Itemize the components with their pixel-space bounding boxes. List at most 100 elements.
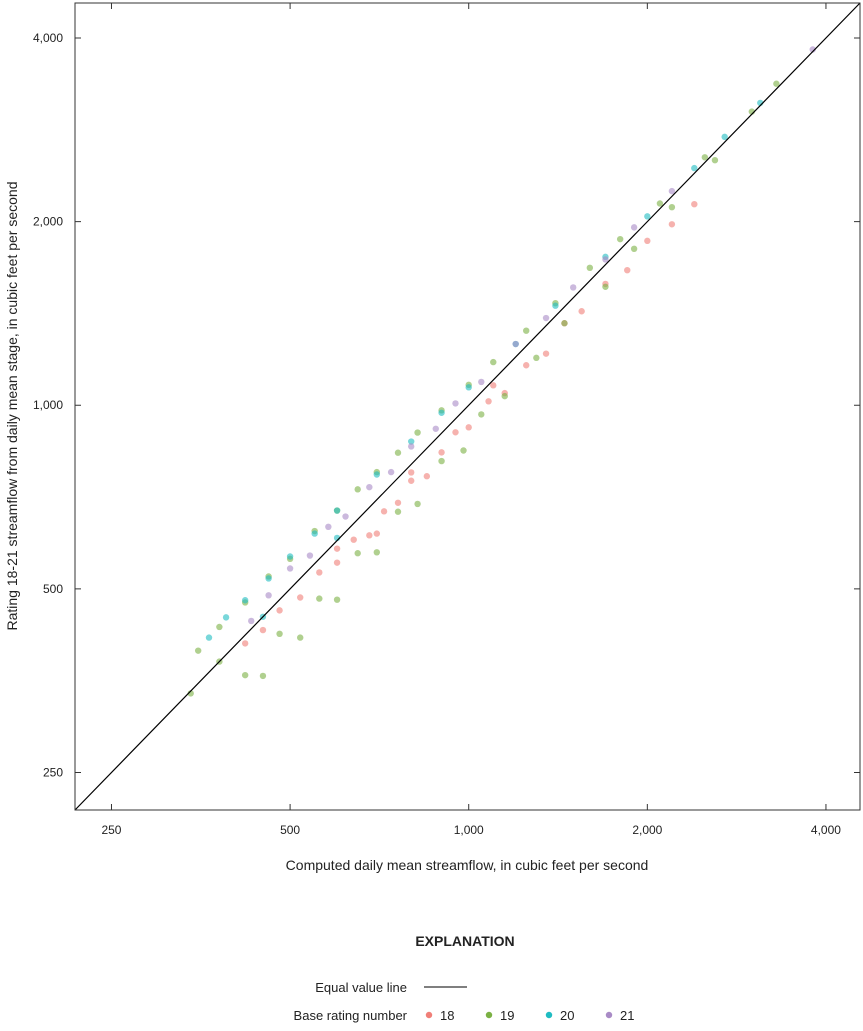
data-point [602, 283, 609, 290]
legend-label: 21 [620, 1008, 634, 1023]
y-tick-label: 2,000 [33, 215, 63, 229]
data-point [414, 429, 421, 436]
data-point [333, 559, 341, 566]
data-point [460, 447, 467, 454]
data-point [644, 237, 651, 245]
data-point [259, 626, 267, 634]
data-point [452, 400, 459, 407]
data-point [452, 429, 459, 436]
data-point [259, 672, 267, 680]
data-point [241, 640, 249, 647]
series-19 [187, 80, 780, 697]
data-point [350, 536, 357, 543]
legend-label: 19 [500, 1008, 514, 1023]
data-point [570, 284, 577, 291]
data-point [194, 647, 202, 654]
data-point [668, 221, 676, 228]
legend-item-20: 20 [545, 1008, 574, 1023]
data-point [366, 483, 373, 491]
x-tick-label: 2,000 [632, 823, 662, 837]
data-point [286, 565, 294, 572]
data-points [187, 46, 816, 697]
data-point [373, 471, 381, 478]
data-point [366, 532, 373, 539]
data-point [241, 597, 249, 604]
data-point [523, 362, 530, 369]
data-point [501, 392, 508, 400]
data-point [325, 523, 332, 531]
legend-label: 18 [440, 1008, 454, 1023]
data-point [354, 486, 361, 493]
data-point [216, 623, 223, 631]
data-point [438, 449, 445, 456]
x-tick-label: 1,000 [454, 823, 484, 837]
legend-marker [425, 1011, 433, 1019]
data-point [380, 508, 388, 515]
data-point [616, 235, 624, 243]
data-point [297, 634, 304, 641]
y-tick-label: 4,000 [33, 31, 63, 45]
x-axis-label: Computed daily mean streamflow, in cubic… [286, 857, 649, 873]
data-point [711, 156, 719, 164]
x-tick-label: 4,000 [811, 823, 841, 837]
equal-value-line [74, 2, 861, 811]
data-point [414, 500, 421, 508]
data-point [490, 382, 497, 389]
legend-label: 20 [560, 1008, 574, 1023]
data-point [276, 630, 283, 638]
data-point [423, 473, 431, 480]
data-point [691, 200, 698, 208]
data-point [465, 384, 472, 391]
data-point [306, 552, 314, 559]
data-point [542, 350, 550, 357]
data-point [316, 595, 323, 602]
data-point [241, 671, 249, 679]
legend-title: EXPLANATION [415, 933, 514, 949]
legend-marker [605, 1011, 613, 1019]
data-point [438, 409, 445, 416]
data-point [809, 46, 816, 53]
data-point [561, 320, 568, 327]
legend-line-label: Equal value line [315, 980, 407, 995]
y-tick-label: 1,000 [33, 398, 63, 412]
data-point [222, 614, 230, 621]
data-point [721, 133, 728, 141]
data-point [586, 264, 594, 272]
data-point [265, 575, 272, 582]
data-point [373, 530, 381, 537]
data-point [394, 499, 402, 506]
data-point [630, 245, 638, 253]
data-point [408, 438, 415, 445]
data-point [333, 545, 341, 552]
data-point [187, 690, 194, 697]
data-point [354, 550, 361, 557]
data-point [512, 340, 519, 348]
data-point [668, 203, 676, 211]
data-point [276, 607, 283, 614]
legend-group-label: Base rating number [294, 1008, 408, 1023]
data-point [394, 508, 402, 515]
y-axis-label: Rating 18-21 streamflow from daily mean … [4, 181, 20, 630]
data-point [773, 80, 780, 87]
data-point [248, 617, 255, 625]
data-point [438, 457, 445, 465]
data-point [668, 187, 676, 195]
data-point [408, 443, 415, 450]
data-point [373, 549, 381, 556]
data-point [333, 596, 341, 603]
data-point [478, 378, 485, 386]
data-point [542, 314, 550, 322]
data-point [624, 266, 631, 274]
data-point [297, 594, 304, 601]
data-point [265, 592, 272, 599]
data-point [701, 154, 709, 161]
data-point [490, 358, 497, 366]
data-point [578, 308, 585, 315]
axis-ticks: 250 500 1,000 2,000 4,000 250 500 1,000 2,000 4,0… [33, 3, 860, 837]
legend: EXPLANATION Equal value line Base rating… [294, 933, 635, 1023]
y-tick-label: 250 [43, 765, 63, 779]
data-point [644, 213, 651, 220]
data-point [630, 224, 638, 231]
data-point [333, 507, 341, 514]
